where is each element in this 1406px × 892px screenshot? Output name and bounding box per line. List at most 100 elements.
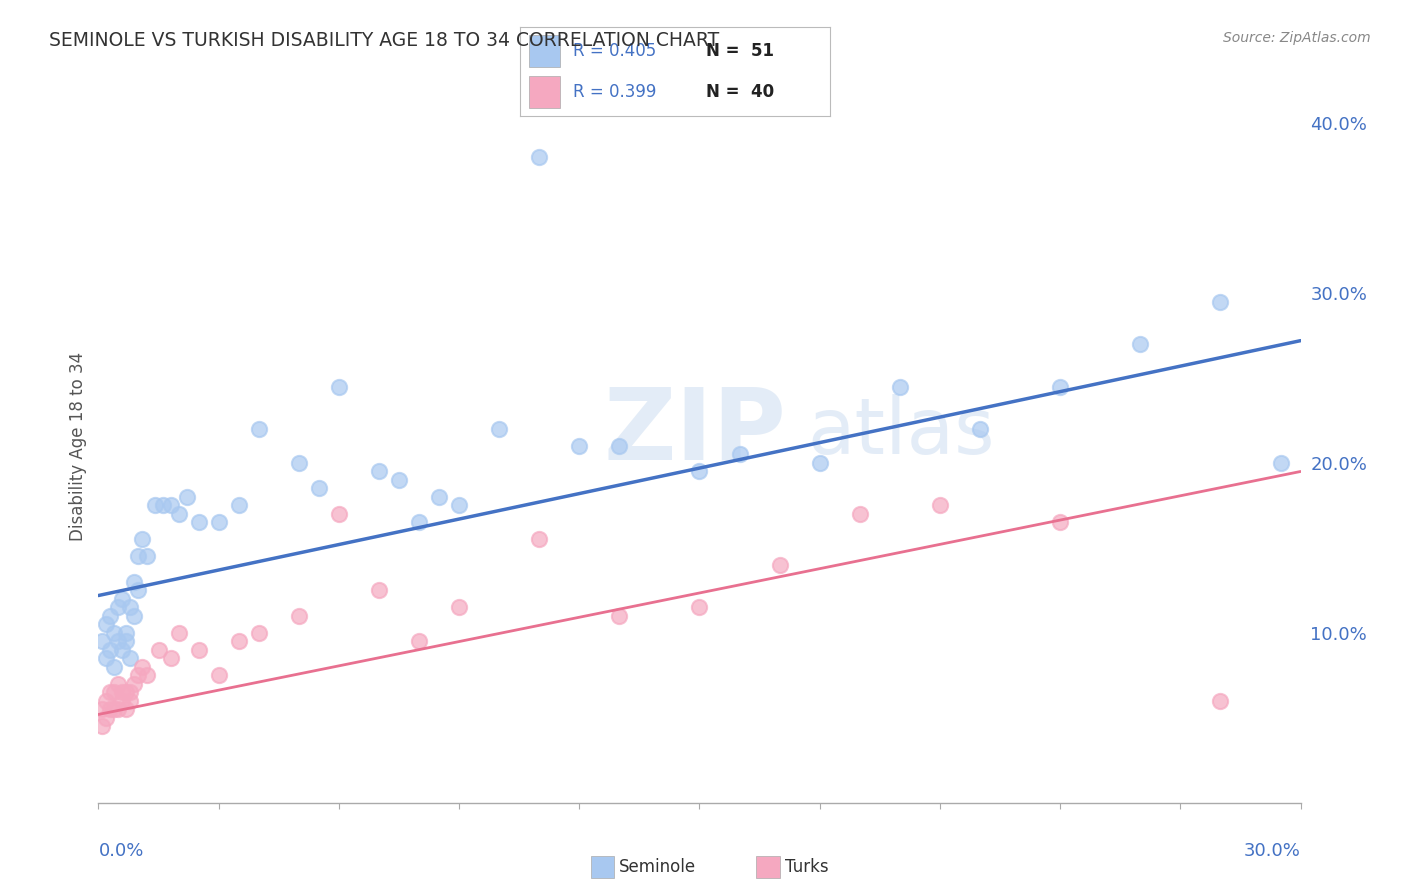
Point [408, 516, 430, 530]
Text: Source: ZipAtlas.com: Source: ZipAtlas.com [1223, 31, 1371, 45]
Text: ZIP: ZIP [603, 384, 786, 480]
Point [115, 634, 138, 648]
Text: atlas: atlas [807, 393, 995, 470]
Point [128, 583, 150, 598]
Point [107, 702, 129, 716]
Point [120, 685, 142, 699]
Point [208, 668, 231, 682]
Point [115, 702, 138, 716]
FancyBboxPatch shape [530, 35, 561, 67]
Point [1049, 516, 1071, 530]
Point [111, 643, 134, 657]
Point [529, 150, 551, 164]
Point [1270, 456, 1292, 470]
Point [120, 694, 142, 708]
Point [111, 685, 134, 699]
Point [176, 490, 198, 504]
Point [167, 626, 190, 640]
Point [1209, 694, 1232, 708]
Point [447, 600, 470, 615]
Point [689, 465, 711, 479]
Point [187, 643, 209, 657]
Point [609, 608, 631, 623]
Point [228, 634, 250, 648]
Point [91, 702, 114, 716]
Point [929, 499, 952, 513]
Point [488, 422, 510, 436]
Text: 30.0%: 30.0% [1244, 842, 1301, 860]
Point [849, 507, 872, 521]
Text: R = 0.405: R = 0.405 [572, 42, 657, 60]
Point [96, 651, 118, 665]
Text: R = 0.399: R = 0.399 [572, 83, 657, 101]
Point [308, 482, 330, 496]
Point [427, 490, 450, 504]
FancyBboxPatch shape [530, 76, 561, 108]
Point [135, 668, 157, 682]
Point [529, 533, 551, 547]
Point [159, 499, 181, 513]
Point [689, 600, 711, 615]
Point [96, 694, 118, 708]
Point [124, 677, 146, 691]
Point [100, 685, 122, 699]
Point [103, 660, 125, 674]
Point [131, 660, 153, 674]
Point [115, 626, 138, 640]
Point [103, 685, 125, 699]
Point [889, 379, 911, 393]
Point [96, 617, 118, 632]
Point [728, 448, 751, 462]
Text: N =  40: N = 40 [706, 83, 773, 101]
Point [135, 549, 157, 564]
Point [148, 643, 170, 657]
Point [247, 626, 270, 640]
Point [328, 507, 350, 521]
Point [100, 643, 122, 657]
Point [131, 533, 153, 547]
Point [128, 668, 150, 682]
Point [1209, 294, 1232, 309]
Point [107, 600, 129, 615]
Y-axis label: Disability Age 18 to 34: Disability Age 18 to 34 [69, 351, 87, 541]
Point [368, 583, 391, 598]
Point [91, 634, 114, 648]
Point [609, 439, 631, 453]
Point [124, 608, 146, 623]
Point [187, 516, 209, 530]
Point [128, 549, 150, 564]
Point [111, 694, 134, 708]
Text: Seminole: Seminole [619, 858, 696, 876]
Point [100, 608, 122, 623]
Point [103, 702, 125, 716]
Point [159, 651, 181, 665]
Point [143, 499, 166, 513]
Point [288, 608, 311, 623]
Point [247, 422, 270, 436]
Point [91, 719, 114, 733]
Point [769, 558, 792, 572]
Text: SEMINOLE VS TURKISH DISABILITY AGE 18 TO 34 CORRELATION CHART: SEMINOLE VS TURKISH DISABILITY AGE 18 TO… [49, 31, 720, 50]
Point [368, 465, 391, 479]
Text: Turks: Turks [785, 858, 828, 876]
Text: 0.0%: 0.0% [98, 842, 143, 860]
Point [167, 507, 190, 521]
Text: N =  51: N = 51 [706, 42, 773, 60]
Point [103, 626, 125, 640]
Point [107, 634, 129, 648]
Point [208, 516, 231, 530]
Point [96, 711, 118, 725]
Point [111, 591, 134, 606]
Point [120, 651, 142, 665]
Point [328, 379, 350, 393]
Point [152, 499, 174, 513]
Point [1049, 379, 1071, 393]
Point [447, 499, 470, 513]
Point [107, 677, 129, 691]
Point [1129, 337, 1152, 351]
Point [808, 456, 831, 470]
Point [228, 499, 250, 513]
Point [568, 439, 591, 453]
Point [288, 456, 311, 470]
Point [120, 600, 142, 615]
